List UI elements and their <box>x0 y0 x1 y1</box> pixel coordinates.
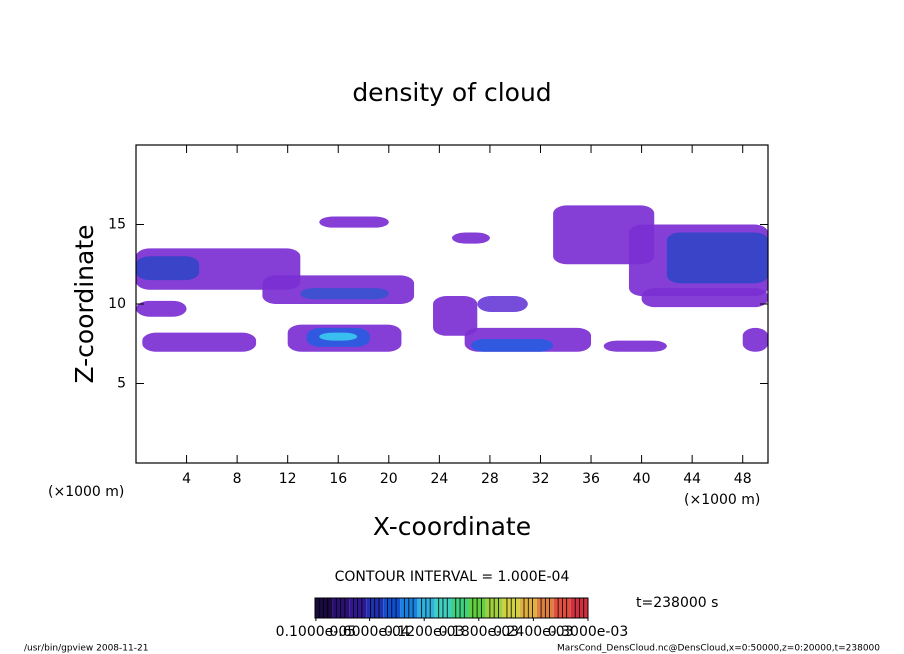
x-tick-label: 40 <box>633 471 651 487</box>
contour-interval: CONTOUR INTERVAL = 1.000E-04 <box>335 569 570 585</box>
x-unit: (×1000 m) <box>684 492 760 508</box>
footer-left: /usr/bin/gpview 2008-11-21 <box>24 644 148 654</box>
x-tick-label: 36 <box>582 471 600 487</box>
x-tick-label: 32 <box>532 471 550 487</box>
cloud-patch <box>470 338 554 352</box>
cloud-patch <box>742 327 768 352</box>
y-axis-label: Z-coordinate <box>70 224 99 383</box>
colorbar-label: 0.1200e-03 <box>384 624 464 640</box>
x-tick-label: 44 <box>683 471 701 487</box>
cloud-patch <box>433 296 478 336</box>
cloud-patch <box>666 232 768 284</box>
cloud-patch <box>641 288 768 308</box>
footer-right: MarsCond_DensCloud.nc@DensCloud,x=0:5000… <box>557 644 880 654</box>
cloud-patch <box>300 288 389 300</box>
x-tick-label: 12 <box>279 471 297 487</box>
cloud-patch <box>136 256 200 281</box>
y-tick-label: 15 <box>108 217 126 233</box>
colorbar-frame <box>314 597 589 619</box>
x-tick-label: 48 <box>734 471 752 487</box>
y-tick-label: 5 <box>117 376 126 392</box>
chart-title: density of cloud <box>352 78 551 107</box>
cloud-patch <box>477 296 528 312</box>
x-axis-label: X-coordinate <box>373 512 531 541</box>
colorbar-label: 0.6000e-04 <box>329 624 410 640</box>
x-tick-label: 20 <box>380 471 398 487</box>
cloud-patch <box>142 332 257 352</box>
cloud-patch <box>452 232 490 244</box>
cloud-patch <box>136 300 187 317</box>
x-tick-label: 28 <box>481 471 499 487</box>
cloud-patch <box>603 340 667 352</box>
time-label: t=238000 s <box>636 595 718 611</box>
y-tick-label: 10 <box>108 296 126 312</box>
cloud-patch <box>553 205 655 265</box>
cloud-patch <box>319 216 389 228</box>
cloud-patch <box>319 332 358 341</box>
colorbar-label: 0.1800e-03 <box>439 624 519 640</box>
x-tick-label: 24 <box>430 471 448 487</box>
x-tick-label: 16 <box>329 471 347 487</box>
x-tick-label: 8 <box>233 471 242 487</box>
colorbar-label: 0.2400e-03 <box>493 624 573 640</box>
colorbar-label: 0.3000e-03 <box>548 624 628 640</box>
x-tick-label: 4 <box>182 471 191 487</box>
colorbar-label: 0.1000e-05 <box>276 624 356 640</box>
y-unit: (×1000 m) <box>48 484 124 500</box>
